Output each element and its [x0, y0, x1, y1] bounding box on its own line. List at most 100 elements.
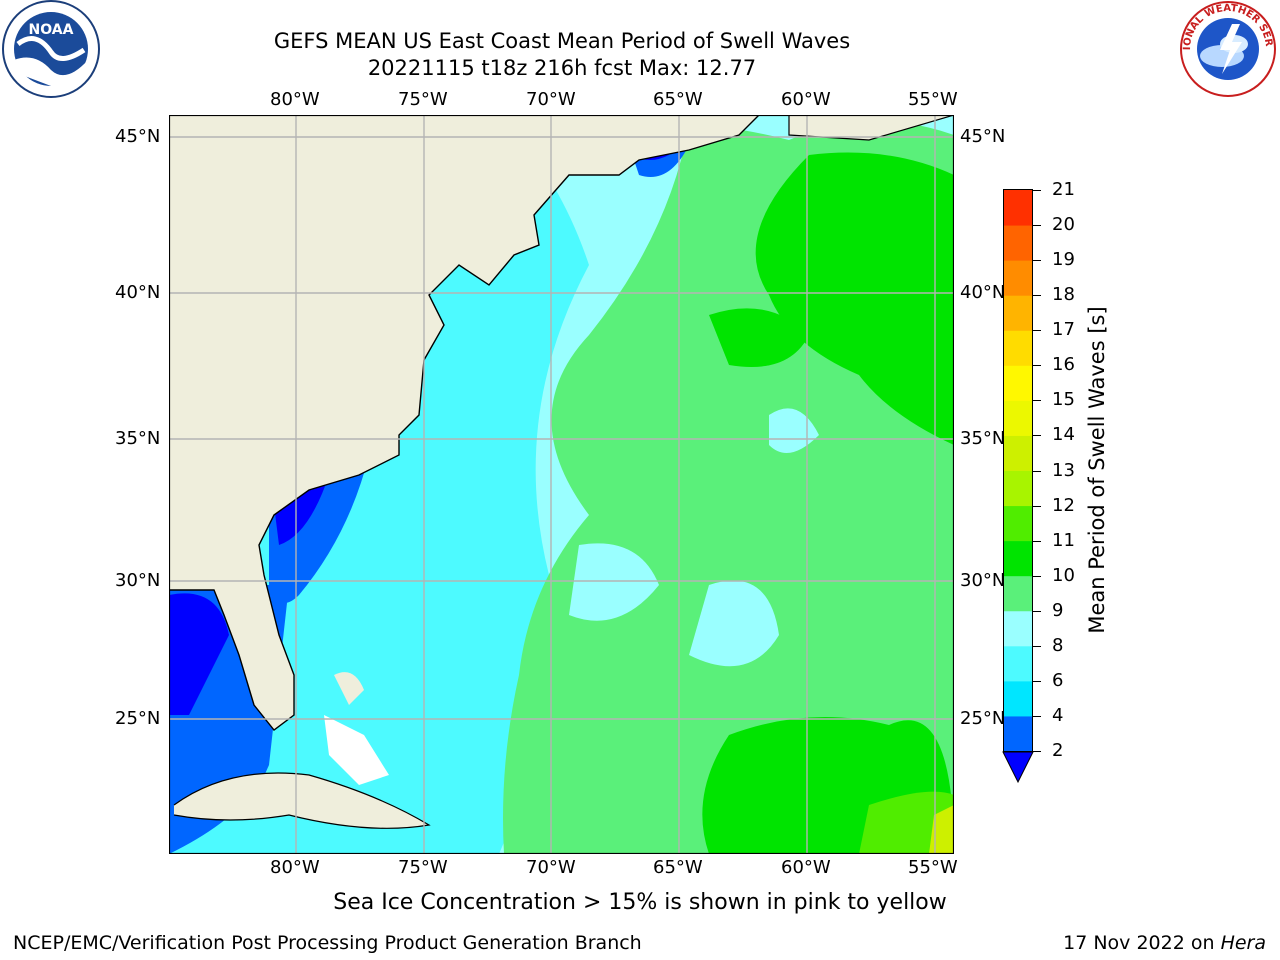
- colorbar-tick-mark: [1033, 715, 1041, 717]
- footer-date: 17 Nov 2022 on Hera: [1063, 932, 1266, 954]
- band-10-11-patch: [709, 308, 809, 367]
- map-frame: [169, 115, 954, 854]
- colorbar-tick-label: 18: [1052, 284, 1075, 306]
- lon-label-top-65w: 65°W: [653, 89, 703, 110]
- colorbar-tick-label: 8: [1052, 634, 1064, 656]
- colorbar-segment: [1004, 225, 1032, 261]
- map-title: GEFS MEAN US East Coast Mean Period of S…: [273, 29, 851, 53]
- colorbar-tick-mark: [1033, 365, 1041, 367]
- nws-logo: NATIONAL WEATHER SERVICE: [1176, 0, 1276, 97]
- colorbar-extend-arrow: [1002, 751, 1034, 784]
- colorbar-tick-label: 10: [1052, 564, 1075, 586]
- lat-label-left-35n: 35°N: [115, 428, 161, 449]
- lon-label-top-55w: 55°W: [908, 89, 958, 110]
- coastline: [169, 115, 760, 731]
- footer-date-text: 17 Nov 2022 on: [1063, 932, 1221, 954]
- land-nova-scotia: [789, 115, 954, 140]
- band-under-2-gulf: [169, 593, 229, 715]
- colorbar-tick-mark: [1033, 751, 1041, 752]
- colorbar-segments: [1004, 190, 1032, 752]
- lon-label-bottom-65w: 65°W: [653, 857, 703, 878]
- colorbar-segment: [1004, 715, 1032, 752]
- colorbar-segment: [1004, 260, 1032, 296]
- colorbar-tick-label: 13: [1052, 459, 1075, 481]
- colorbar-tick-label: 20: [1052, 214, 1075, 236]
- colorbar-segment: [1004, 540, 1032, 577]
- map-subtitle: 20221115 t18z 216h fcst Max: 12.77: [367, 56, 757, 80]
- land-north-america: [169, 115, 759, 730]
- lat-label-left-30n: 30°N: [115, 570, 161, 591]
- bank-mask: [324, 715, 389, 785]
- band-under-2-carolina: [274, 475, 329, 545]
- colorbar-tick-mark: [1033, 295, 1041, 297]
- colorbar-tick-label: 17: [1052, 319, 1075, 341]
- swell-period-map: [169, 115, 954, 854]
- graticule: [169, 115, 954, 854]
- lon-label-bottom-60w: 60°W: [781, 857, 831, 878]
- land-cuba: [174, 773, 429, 829]
- lat-label-left-40n: 40°N: [115, 282, 161, 303]
- colorbar-segment: [1004, 435, 1032, 471]
- coastline-cuba: [173, 772, 431, 829]
- colorbar-tick-label: 6: [1052, 669, 1064, 691]
- lon-label-bottom-70w: 70°W: [526, 857, 576, 878]
- colorbar-segment: [1004, 330, 1032, 366]
- colorbar-tick-label: 16: [1052, 354, 1075, 376]
- colorbar-segment: [1004, 505, 1032, 542]
- lat-label-right-40n: 40°N: [960, 282, 1006, 303]
- colorbar-tick-label: 12: [1052, 494, 1075, 516]
- colorbar-tick-mark: [1033, 225, 1041, 227]
- colorbar-tick-label: 15: [1052, 389, 1075, 411]
- colorbar-label: Mean Period of Swell Waves [s]: [1085, 306, 1109, 634]
- lat-label-right-25n: 25°N: [960, 708, 1006, 729]
- colorbar-segment: [1004, 295, 1032, 331]
- land-bahamas: [334, 672, 364, 705]
- colorbar-tick-label: 2: [1052, 740, 1064, 761]
- footer-host: Hera: [1220, 932, 1266, 954]
- lat-label-left-25n: 25°N: [115, 708, 161, 729]
- colorbar-tick-mark: [1033, 470, 1041, 472]
- colorbar-segment: [1004, 400, 1032, 436]
- band-11-12: [859, 791, 954, 854]
- colorbar-tick-label: 9: [1052, 599, 1064, 621]
- colorbar-tick-mark: [1033, 330, 1041, 332]
- noaa-logo: NOAA: [2, 0, 100, 98]
- lat-label-left-45n: 45°N: [115, 126, 161, 147]
- colorbar-tick-label: 4: [1052, 704, 1064, 726]
- colorbar-tick-mark: [1033, 505, 1041, 507]
- lobe-2: [689, 580, 779, 667]
- colorbar-tick-label: 19: [1052, 249, 1075, 271]
- colorbar-tick-mark: [1033, 540, 1041, 542]
- colorbar-segment: [1004, 645, 1032, 682]
- colorbar-segment: [1004, 575, 1032, 612]
- lat-label-right-30n: 30°N: [960, 570, 1006, 591]
- lon-label-top-60w: 60°W: [781, 89, 831, 110]
- colorbar-tick-mark: [1033, 400, 1041, 402]
- band-10-11-north: [755, 152, 954, 445]
- colorbar-segment: [1004, 365, 1032, 401]
- colorbar-frame: [1003, 189, 1033, 752]
- footer-credit: NCEP/EMC/Verification Post Processing Pr…: [13, 932, 642, 954]
- lon-label-bottom-55w: 55°W: [908, 857, 958, 878]
- lat-label-right-45n: 45°N: [960, 126, 1006, 147]
- colorbar-tick-label: 14: [1052, 424, 1075, 446]
- lat-label-right-35n: 35°N: [960, 428, 1006, 449]
- colorbar-tick-mark: [1033, 645, 1041, 647]
- lon-label-top-75w: 75°W: [398, 89, 448, 110]
- sea-ice-note: Sea Ice Concentration > 15% is shown in …: [333, 890, 947, 915]
- colorbar-tick-mark: [1033, 610, 1041, 612]
- colorbar-tick-label: 21: [1052, 179, 1075, 200]
- noaa-logo-text: NOAA: [29, 22, 74, 38]
- colorbar: [1002, 189, 1034, 784]
- colorbar-segment: [1004, 680, 1032, 717]
- colorbar-segment: [1004, 190, 1032, 226]
- lon-label-bottom-80w: 80°W: [270, 857, 320, 878]
- lon-label-top-70w: 70°W: [526, 89, 576, 110]
- lon-label-bottom-75w: 75°W: [398, 857, 448, 878]
- colorbar-tick-mark: [1033, 190, 1041, 191]
- lon-label-top-80w: 80°W: [270, 89, 320, 110]
- colorbar-tick-mark: [1033, 435, 1041, 437]
- colorbar-segment: [1004, 470, 1032, 507]
- colorbar-tick-mark: [1033, 260, 1041, 262]
- lobe-1: [569, 543, 659, 621]
